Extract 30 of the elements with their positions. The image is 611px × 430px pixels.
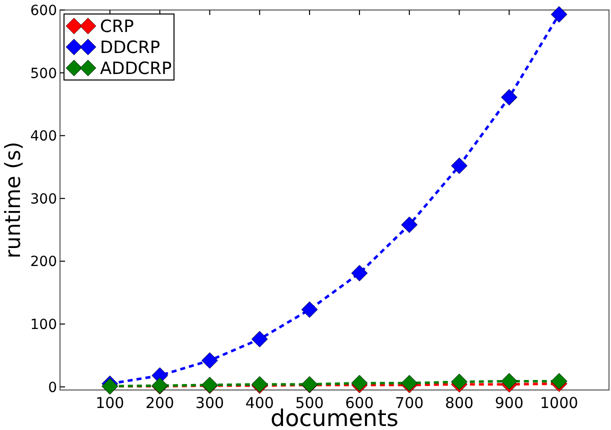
point	[500, 89, 518, 106]
point	[500, 373, 518, 390]
x-tick-label: 400	[245, 394, 274, 412]
x-tick-label: 100	[96, 394, 124, 412]
x-tick-label: 600	[345, 394, 374, 412]
point	[251, 330, 268, 348]
y-tick-label: 100	[30, 317, 57, 334]
point	[451, 158, 468, 174]
legend-label: ADDCRP	[100, 59, 172, 79]
legend-label: DDCRP	[100, 38, 160, 58]
y-axis-title: runtime (s)	[1, 142, 25, 258]
point	[550, 6, 568, 23]
y-tick-label: 300	[30, 191, 57, 208]
y-tick-label: 400	[30, 128, 57, 145]
y-tick-label: 200	[30, 254, 57, 270]
x-tick-label: 800	[444, 394, 474, 412]
x-tick-label: 200	[146, 394, 174, 412]
y-tick-label: 500	[30, 66, 57, 82]
y-tick-label: 0	[48, 380, 57, 396]
legend-label: CRP	[100, 17, 134, 37]
y-tick-label: 600	[30, 3, 57, 19]
x-tick-label: 700	[395, 394, 424, 412]
x-tick-label: 500	[295, 394, 324, 412]
point	[401, 216, 418, 234]
point	[351, 264, 368, 282]
x-tick-label: 900	[494, 394, 524, 412]
x-tick-label: 300	[195, 394, 224, 412]
point	[202, 352, 218, 369]
x-tick-label: 1000	[540, 394, 578, 412]
point	[301, 301, 318, 318]
